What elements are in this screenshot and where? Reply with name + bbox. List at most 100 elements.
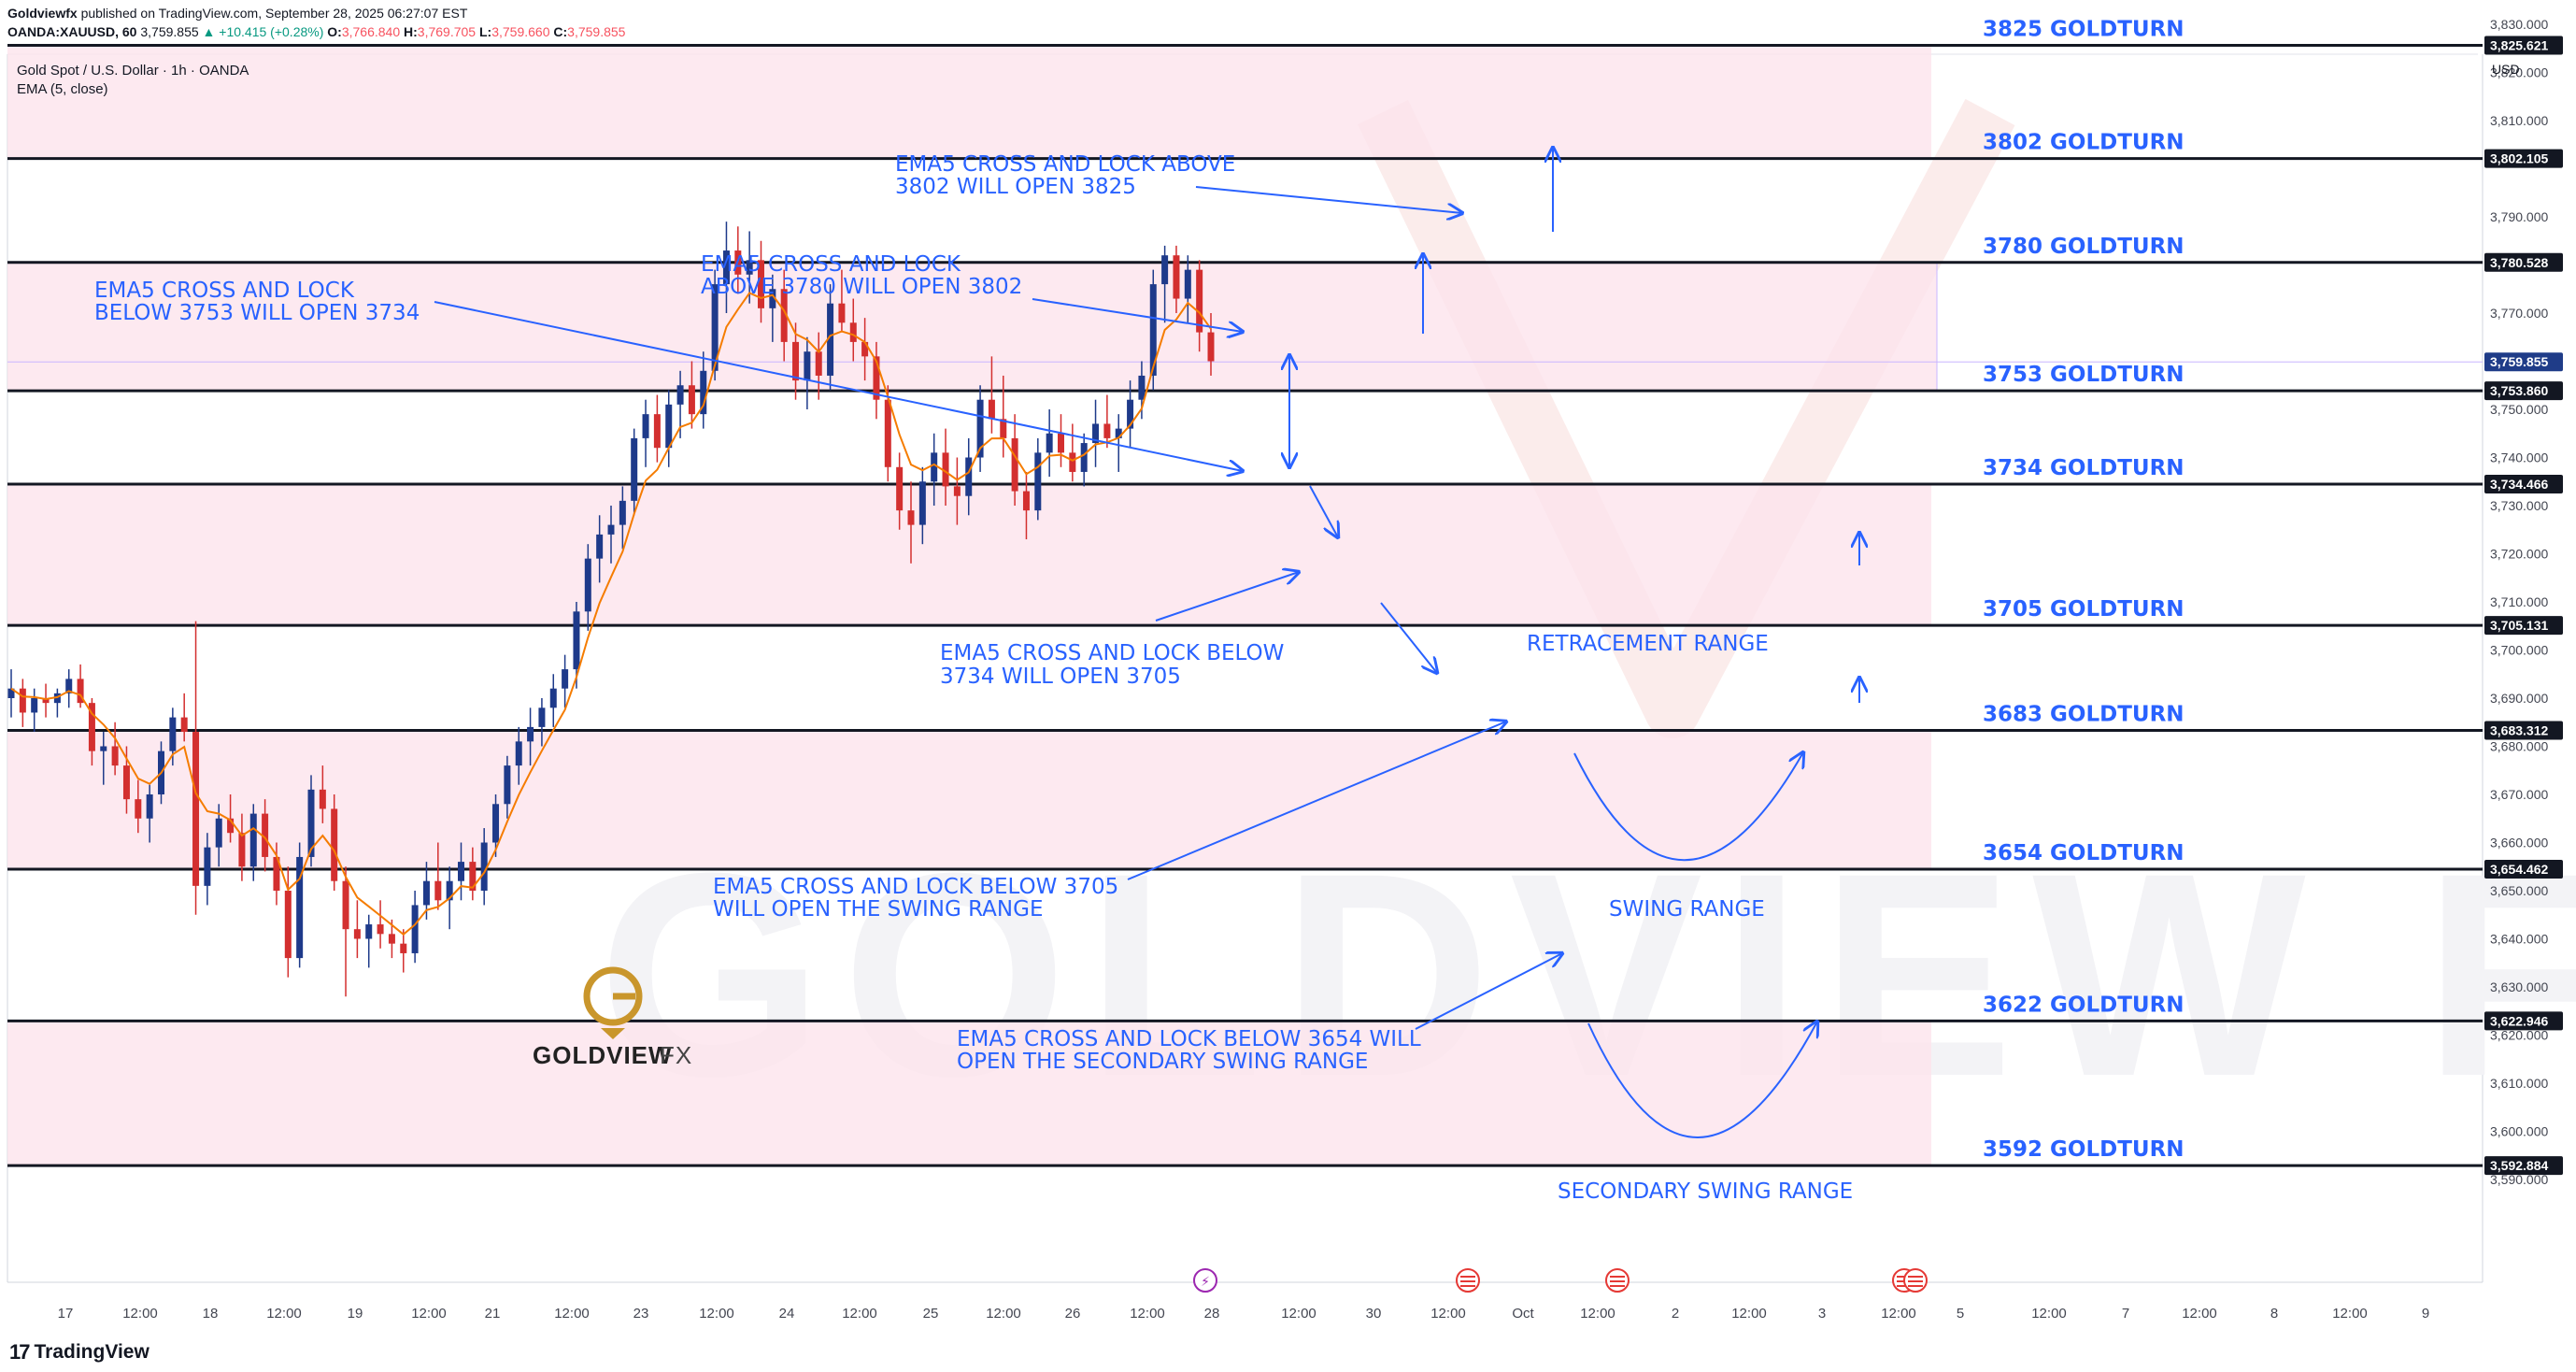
candle-body <box>296 856 304 959</box>
goldview-logo-text[interactable]: GOLDVIEW <box>533 1041 673 1069</box>
time-tick-label: 8 <box>2270 1306 2278 1322</box>
current-price-label: 3,759.855 <box>2490 354 2548 369</box>
us-flag-stripes-icon <box>1460 1276 1475 1287</box>
arrow-3802-to-3825[interactable] <box>1195 186 1462 213</box>
time-tick-label: 9 <box>2422 1306 2429 1322</box>
candle-body <box>527 726 534 742</box>
candle-body <box>515 741 522 766</box>
price-tick-label: 3,620.000 <box>2490 1028 2548 1043</box>
price-tick-label: 3,650.000 <box>2490 883 2548 898</box>
secondary-swing-curve <box>1587 1022 1817 1138</box>
arrow-3780-to-3802[interactable] <box>1032 298 1243 332</box>
time-tick-label: 30 <box>1366 1306 1382 1322</box>
last-price: 3,759.855 <box>140 24 199 39</box>
annotation-swing-line1: EMA5 CROSS AND LOCK BELOW 3705 <box>713 875 1118 899</box>
time-tick-label: 21 <box>485 1306 501 1322</box>
indicator-label[interactable]: EMA (5, close) <box>17 81 108 97</box>
candle-body <box>284 891 292 959</box>
candle-body <box>169 717 177 751</box>
price-axis-level-label: 3,734.466 <box>2490 477 2548 492</box>
candle-body <box>688 385 695 415</box>
price-axis-level-label: 3,753.860 <box>2490 383 2548 398</box>
price-axis-level-box <box>2484 36 2563 55</box>
zone-rect-2 <box>7 484 1931 626</box>
candle-body <box>758 260 764 308</box>
candle-body <box>953 486 961 496</box>
candle-body <box>976 399 984 458</box>
arrow-down-3705[interactable] <box>1380 602 1437 673</box>
candle-body <box>307 789 315 857</box>
chart-title[interactable]: Gold Spot / U.S. Dollar · 1h · OANDA <box>17 63 249 79</box>
candle-body <box>388 934 395 944</box>
candle-body <box>504 765 511 805</box>
candle-body <box>227 818 235 834</box>
tradingview-logo-icon: 17 <box>9 1340 31 1364</box>
time-tick-label: 2 <box>1672 1306 1679 1322</box>
price-axis-level-box <box>2484 860 2563 879</box>
candle-body <box>458 862 464 881</box>
candle-body <box>1080 443 1088 472</box>
candle-body <box>19 688 26 713</box>
level-label-1: 3802 GOLDTURN <box>1983 131 2185 155</box>
candle-body <box>804 351 811 381</box>
candle-body <box>1161 255 1169 285</box>
time-tick-label: 3 <box>1818 1306 1826 1322</box>
arrow-to-swing-range[interactable] <box>1127 722 1506 880</box>
lightning-event-icon[interactable] <box>1193 1268 1217 1293</box>
annotation-swing-line2: WILL OPEN THE SWING RANGE <box>713 897 1043 922</box>
swing-range-label: SWING RANGE <box>1609 897 1765 922</box>
candle-body <box>1103 423 1111 438</box>
arrow-3753-to-3734[interactable] <box>434 301 1243 471</box>
time-tick-label: 24 <box>779 1306 795 1322</box>
candle-body <box>1046 433 1053 453</box>
candle-body <box>65 679 73 693</box>
publisher-name[interactable]: Goldviewfx <box>7 6 78 21</box>
price-axis-level-label: 3,683.312 <box>2490 722 2548 737</box>
candle-body <box>549 688 557 708</box>
candle-body <box>1173 255 1180 299</box>
candle-body <box>1034 452 1042 511</box>
time-tick-label: 12:00 <box>986 1306 1021 1322</box>
level-label-6: 3683 GOLDTURN <box>1983 702 2185 726</box>
price-axis-level-box <box>2484 616 2563 636</box>
candle-body <box>884 399 891 467</box>
candle-body <box>135 799 142 819</box>
price-axis-level-label: 3,592.884 <box>2490 1158 2548 1173</box>
candle-body <box>331 808 338 881</box>
candle-body <box>918 481 926 525</box>
price-tick-label: 3,720.000 <box>2490 547 2548 562</box>
candle-body <box>700 370 707 415</box>
price-tick-label: 3,600.000 <box>2490 1124 2548 1139</box>
candle-body <box>1207 332 1215 362</box>
candle-body <box>180 717 188 733</box>
currency-label[interactable]: USD <box>2492 62 2520 77</box>
time-tick-label: 28 <box>1204 1306 1220 1322</box>
candle-body <box>665 404 673 449</box>
level-label-0: 3825 GOLDTURN <box>1983 18 2185 42</box>
open-label: O: <box>327 24 342 39</box>
candle-body <box>1115 428 1122 438</box>
level-label-7: 3654 GOLDTURN <box>1983 841 2185 865</box>
goldview-logo-icon[interactable] <box>583 966 643 1026</box>
tradingview-footer[interactable]: 17 TradingView <box>9 1340 149 1365</box>
candle-body <box>215 818 222 848</box>
time-tick-label: 12:00 <box>699 1306 734 1322</box>
price-tick-label: 3,660.000 <box>2490 836 2548 850</box>
candle-body <box>273 856 280 891</box>
candle-body <box>111 746 119 766</box>
arrow-3734-label[interactable] <box>1155 572 1299 622</box>
candle-body <box>1000 419 1007 438</box>
level-label-4: 3734 GOLDTURN <box>1983 456 2185 480</box>
price-tick-label: 3,730.000 <box>2490 498 2548 513</box>
time-tick-label: 12:00 <box>2332 1306 2368 1322</box>
change-text: ▲ +10.415 (+0.28%) <box>202 24 324 39</box>
candle-body <box>653 414 661 449</box>
candle-body <box>42 698 50 704</box>
candle-body <box>88 703 95 751</box>
arrow-to-secondary-range[interactable] <box>1415 953 1562 1030</box>
candle-body <box>815 351 822 376</box>
time-tick-label: 7 <box>2122 1306 2129 1322</box>
price-tick-label: 3,740.000 <box>2490 450 2548 465</box>
arrow-down-3734[interactable] <box>1309 485 1338 537</box>
